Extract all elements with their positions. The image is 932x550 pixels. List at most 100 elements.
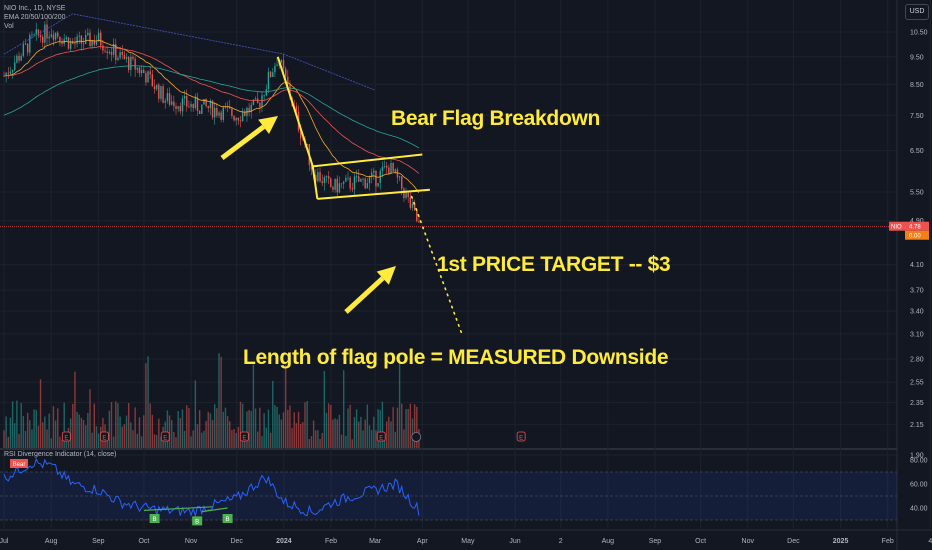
candle-body — [162, 86, 164, 103]
volume-bar — [396, 407, 399, 448]
volume-bar — [110, 402, 113, 448]
volume-bar — [319, 438, 321, 448]
volume-bar — [231, 429, 233, 448]
rsi-bull-divergence-line — [201, 507, 228, 513]
candle-body — [250, 104, 252, 113]
candle-body — [42, 36, 44, 43]
rsi-bear-label-box — [10, 459, 28, 468]
volume-bar — [188, 408, 190, 448]
candle-body — [198, 111, 201, 114]
rsi-title[interactable]: RSI Divergence Indicator (14, close) — [4, 451, 117, 458]
time-tick-label: 2025 — [833, 538, 849, 545]
candle-body — [151, 74, 154, 87]
candle-body — [52, 34, 55, 40]
candle-body — [272, 72, 274, 78]
volume-bar — [22, 415, 25, 448]
volume-bar — [63, 402, 65, 448]
candle-body — [241, 112, 244, 121]
candle-body — [16, 55, 18, 63]
candle-body — [93, 40, 95, 45]
last-change-label: 0.00 — [909, 234, 921, 240]
candle-body — [54, 32, 57, 40]
currency-button[interactable]: USD — [905, 4, 929, 20]
time-tick-label: Oct — [695, 538, 706, 545]
volume-bar — [377, 409, 379, 448]
candle-body — [134, 58, 136, 70]
volume-bar — [312, 420, 315, 448]
candle-body — [3, 75, 5, 77]
volume-bar — [132, 430, 134, 448]
volume-bar — [115, 401, 117, 448]
volume-bar — [332, 419, 334, 448]
price-tick-label: 2.80 — [910, 357, 924, 364]
volume-bar — [140, 436, 143, 448]
candle-body — [209, 100, 212, 109]
volume-bar — [390, 421, 392, 448]
candle-body — [89, 32, 91, 46]
volume-bar — [143, 415, 145, 448]
candle-body — [20, 55, 22, 61]
candle-body — [11, 69, 14, 72]
time-tick-label: Dec — [787, 538, 800, 545]
candle-body — [306, 144, 308, 145]
volume-bar — [194, 380, 197, 448]
candle-body — [132, 56, 134, 59]
candle-body — [179, 106, 181, 112]
candle-body — [203, 98, 205, 105]
volume-bar — [54, 420, 57, 448]
volume-bar — [364, 419, 366, 448]
price-tick-label: 9.50 — [910, 54, 924, 61]
volume-bar — [93, 403, 95, 448]
price-tick-label: 10.50 — [910, 30, 928, 37]
annotation-price-target: 1st PRICE TARGET -- $3 — [437, 253, 671, 276]
volume-bar — [173, 431, 175, 448]
arrow-target-head — [376, 266, 396, 285]
arrow-breakdown — [220, 116, 278, 161]
volume-bar — [308, 439, 310, 448]
ema-line[interactable]: EMA 20/50/100/200 — [4, 14, 66, 21]
candle-body — [263, 95, 265, 97]
vol-line[interactable]: Vol — [4, 23, 14, 30]
volume-bar — [323, 370, 326, 448]
earnings-marker-label: E — [242, 436, 246, 442]
price-tick-label: 5.50 — [910, 190, 924, 197]
earnings-marker-box — [99, 431, 109, 442]
volume-bar — [244, 435, 246, 448]
candle-body — [181, 98, 184, 112]
volume-bar — [351, 439, 353, 448]
ema-50-line — [3, 46, 420, 174]
rsi-bull-divergence-line — [143, 506, 213, 511]
volume-bar — [235, 432, 237, 448]
volume-bar — [229, 421, 231, 448]
volume-bar — [39, 379, 42, 448]
volume-bar — [33, 409, 35, 448]
candle-body — [211, 100, 214, 118]
flag-lower-line — [317, 188, 430, 200]
candle-body — [46, 24, 48, 39]
candle-body — [295, 106, 298, 112]
earnings-marker-box — [61, 431, 71, 442]
volume-bar — [91, 432, 93, 448]
volume-bar — [355, 409, 358, 448]
volume-bar — [175, 437, 177, 448]
candle-body — [160, 86, 162, 99]
measured-move-dotted-line — [410, 195, 463, 335]
candle-body — [57, 32, 59, 37]
symbol-line[interactable]: NIO Inc., 1D, NYSE — [4, 5, 66, 12]
volume-bar — [117, 403, 119, 448]
volume-bar — [411, 418, 414, 448]
volume-bar — [153, 434, 156, 448]
volume-bar — [386, 421, 388, 448]
candle-body — [153, 86, 156, 90]
rsi-bull-label: B — [153, 517, 157, 523]
candle-body — [330, 178, 332, 187]
volume-bar — [407, 408, 409, 448]
volume-bar — [330, 405, 332, 448]
time-tick-label: May — [461, 538, 475, 545]
volume-bar — [89, 389, 91, 448]
volume-bar — [209, 413, 212, 448]
volume-bar — [276, 406, 278, 448]
candle-body — [392, 162, 394, 172]
volume-bar — [248, 409, 250, 448]
